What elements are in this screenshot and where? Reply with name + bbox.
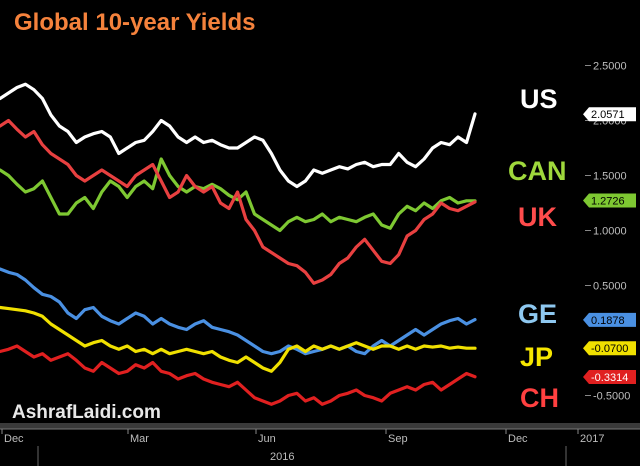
last-value-flag-jp: -0.0700 [583,341,636,356]
series-labels: US CAN UK GE JP CH [508,84,567,413]
plot-lines [0,82,477,406]
y-tick-label: 2.5000 [593,61,627,73]
series-line-can [0,157,477,233]
flag-value: 1.2726 [591,196,625,208]
series-label-ge: GE [518,299,557,329]
last-value-flag-ch: -0.3314 [583,369,636,384]
last-value-flag-can: 1.2726 [583,193,636,208]
series-label-can: CAN [508,156,567,186]
flag-value: 2.0571 [591,109,625,121]
flag-shape [583,341,636,356]
y-tick-label: 0.5000 [593,281,627,293]
x-tick-label: Dec [508,433,528,445]
chart-title: Global 10-year Yields [14,9,255,36]
x-axis: Dec Mar Jun Sep Dec 2017 2016 [0,423,640,466]
series-label-uk: UK [518,202,557,232]
flag-value: 0.1878 [591,315,625,327]
y-tick-label: -0.5000 [593,391,630,403]
series-label-ch: CH [520,383,559,413]
x-year-label: 2016 [270,451,294,463]
x-tick-label: Dec [4,433,24,445]
series-line-ge [0,267,477,356]
x-tick-label: Mar [130,433,149,445]
series-label-us: US [520,84,558,114]
y-tick-label: 1.0000 [593,226,627,238]
y-tick-label: 1.5000 [593,171,627,183]
flag-shape [583,369,636,384]
series-label-jp: JP [520,342,553,372]
series-line-uk [0,118,477,285]
flag-value: -0.3314 [591,372,628,384]
series-line-us [0,82,477,189]
last-value-flag-us: 2.0571 [583,107,636,122]
x-tick-label: Jun [258,433,276,445]
flag-shape [583,193,636,208]
series-line-ch [0,344,477,406]
watermark: AshrafLaidi.com [12,402,161,423]
x-tick-label: Sep [388,433,408,445]
x-axis-separator [0,423,640,429]
flag-value: -0.0700 [591,343,628,355]
series-line-jp [0,305,477,373]
flag-shape [583,312,636,327]
last-value-flags: 2.0571 1.2726 0.1878 -0.0700 -0.3314 [583,107,636,384]
flag-shape [583,107,636,122]
x-tick-label: 2017 [580,433,604,445]
last-value-flag-ge: 0.1878 [583,312,636,327]
